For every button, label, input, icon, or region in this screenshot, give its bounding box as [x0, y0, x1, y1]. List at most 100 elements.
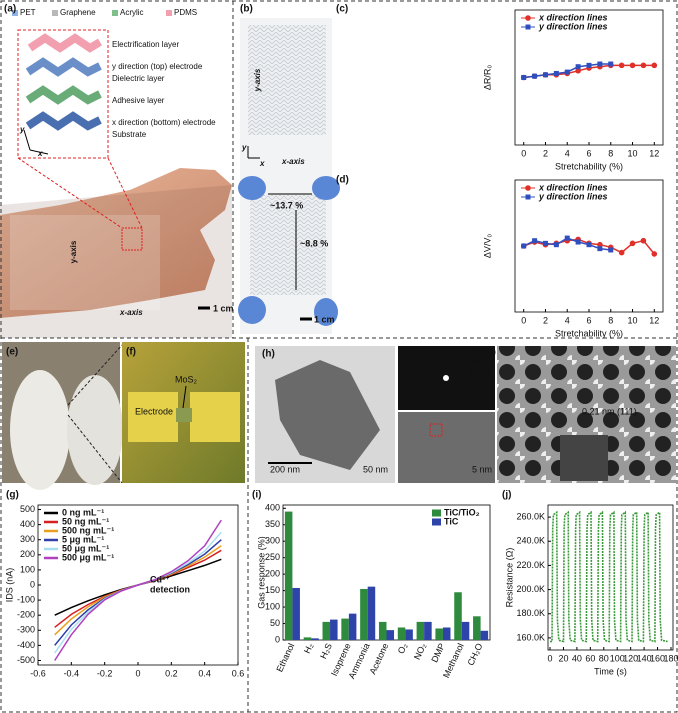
y-tick-label: 0: [275, 634, 280, 644]
legend-swatch: [112, 10, 118, 16]
layer-label: Electrification layer: [112, 40, 179, 49]
x-tick-label: 80: [599, 653, 609, 663]
panel-f: MoS₂ Electrode: [122, 342, 245, 483]
axis-name: y-axis: [69, 240, 78, 263]
y-tick-label: -400: [17, 640, 35, 650]
x-tick-label: -0.6: [30, 668, 46, 678]
axis-frame: [547, 504, 674, 651]
x-tick-label: 0: [521, 148, 526, 158]
zoom-box: [121, 227, 143, 251]
axis-letter: x: [259, 159, 265, 168]
bar: [461, 621, 470, 640]
marker: [608, 61, 614, 67]
plane-label: (220): [475, 346, 496, 356]
marker: [564, 69, 570, 75]
annotation: Cd²⁺: [150, 574, 170, 584]
legend-text: Acrylic: [120, 8, 144, 17]
marker: [597, 61, 603, 67]
panel-label: (h): [262, 349, 275, 360]
legend-swatch: [432, 518, 441, 526]
legend-swatch: [52, 10, 58, 16]
x-tick-label: 0.4: [198, 668, 211, 678]
series-line: [54, 519, 222, 661]
strain-label: ~8.8 %: [300, 238, 328, 248]
layer-label: Substrate: [112, 130, 147, 139]
y-tick-label: 200: [265, 569, 280, 579]
marker: [618, 62, 625, 69]
legend-text: 50 ng mL⁻¹: [62, 516, 109, 526]
spacing-label: 0.21 nm (111): [582, 406, 637, 416]
marker: [575, 239, 581, 245]
x-tick-label: 10: [628, 148, 638, 158]
marker: [564, 235, 570, 241]
marker: [521, 243, 527, 249]
hand-photo: [0, 168, 232, 318]
scale-text: 5 nm: [472, 464, 492, 474]
x-axis-label: Stretchability (%): [555, 328, 623, 338]
marker: [640, 62, 647, 69]
scale-text: 1 cm: [213, 303, 234, 313]
particle: [275, 360, 380, 470]
sensor-film: [10, 215, 160, 310]
marker: [532, 73, 538, 79]
y-tick-label: 260.0K: [516, 511, 545, 521]
y-tick-label: 180.0K: [516, 608, 545, 618]
plane-label: (111): [470, 366, 490, 376]
panel-label: (d): [336, 175, 349, 186]
marker: [542, 72, 548, 78]
y-tick-label: -200: [17, 610, 35, 620]
scale-text: 50 nm: [363, 464, 388, 474]
marker: [542, 240, 548, 246]
axis-arrow: [29, 149, 49, 155]
legend-swatch: [432, 509, 441, 517]
axis-name: x-axis: [281, 157, 305, 166]
x-tick-label: 0: [521, 315, 526, 325]
strain-label: ~13.7 %: [270, 200, 303, 210]
legend-marker: [525, 194, 531, 200]
y-tick-label: -100: [17, 594, 35, 604]
x-tick-label: O₂: [396, 641, 410, 655]
legend-text: PDMS: [174, 8, 197, 17]
panel-h: 200 nm 50 nm (220) (200) (111) 5 nm 0.21…: [255, 346, 676, 483]
bar: [367, 586, 376, 640]
legend-marker: [525, 185, 531, 191]
y-axis-label: IDS (nA): [4, 568, 14, 603]
x-tick-label: 12: [649, 315, 659, 325]
bar: [348, 613, 357, 640]
panel-label: (e): [6, 347, 18, 358]
marker: [629, 62, 636, 69]
legend-swatch: [166, 10, 172, 16]
axis-letter: y: [241, 143, 247, 152]
bar: [397, 627, 406, 640]
panel-label: (g): [6, 490, 19, 501]
bar: [480, 630, 489, 640]
glove: [67, 375, 123, 485]
marker: [618, 249, 625, 256]
legend-text: y direction lines: [538, 21, 608, 31]
x-tick-label: 0.6: [232, 668, 245, 678]
marker: [532, 238, 538, 244]
marker: [575, 67, 581, 74]
x-tick-label: 120: [623, 653, 638, 663]
mesh-photo: [248, 25, 326, 135]
legend-text: Graphene: [60, 8, 96, 17]
panel-e: [2, 342, 123, 490]
y-tick-label: 200: [20, 549, 35, 559]
y-tick-label: 200.0K: [516, 584, 545, 594]
x-tick-label: H₂: [302, 641, 316, 655]
marker: [597, 241, 603, 248]
bar: [330, 619, 338, 640]
bar: [405, 629, 413, 640]
marker: [651, 251, 658, 257]
x-tick-label: 2: [543, 315, 548, 325]
pointer: [182, 385, 187, 409]
x-tick-label: 10: [628, 315, 638, 325]
panel-label: (f): [126, 347, 136, 358]
panel-label: (c): [336, 4, 348, 15]
bar: [341, 618, 349, 640]
layer-label: Adhesive layer: [112, 96, 165, 105]
x-tick-label: 0: [135, 668, 140, 678]
pdms-layer: [27, 33, 103, 53]
x-tick-label: 8: [608, 315, 613, 325]
